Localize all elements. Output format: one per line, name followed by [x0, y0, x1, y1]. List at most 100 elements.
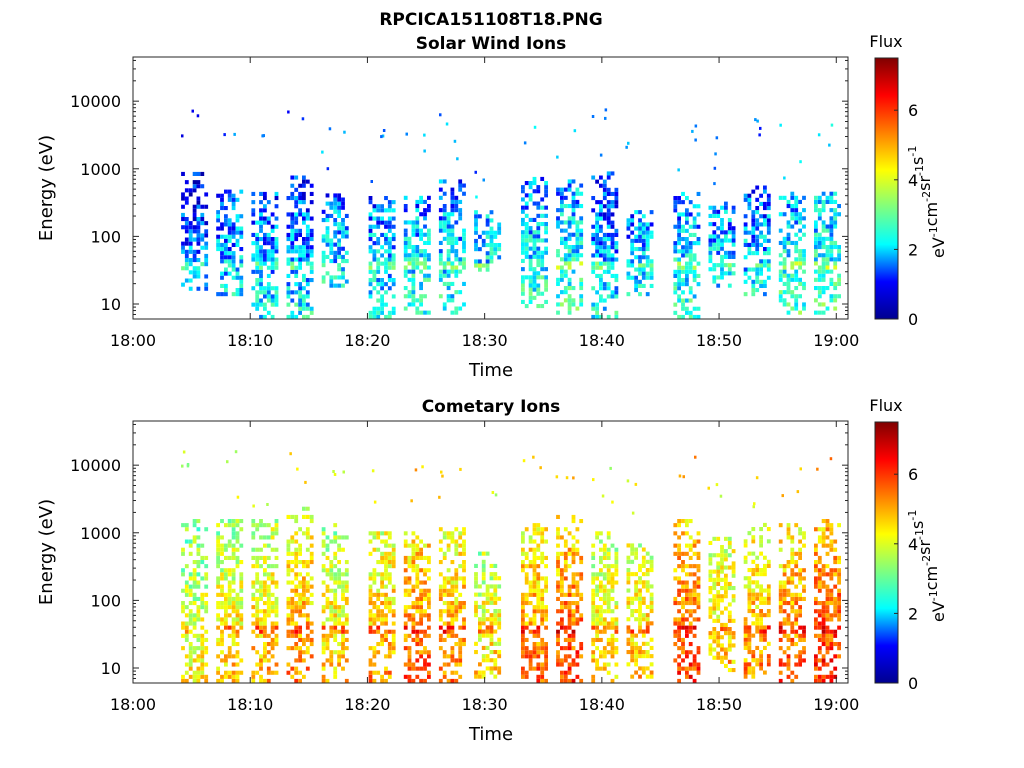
- spectrogram-cell: [286, 539, 291, 544]
- spectrogram-cell: [571, 584, 576, 589]
- spectrogram-cell: [610, 212, 615, 217]
- spectrogram-cell: [685, 282, 689, 287]
- spectrogram-cell: [638, 238, 642, 243]
- spectrogram-cell: [454, 568, 459, 573]
- spectrogram-cell: [333, 617, 338, 622]
- spectrogram-cell: [227, 234, 232, 239]
- spectrogram-cell: [309, 249, 314, 254]
- spectrogram-cell: [224, 214, 228, 219]
- spectrogram-cell: [305, 613, 310, 618]
- spectrogram-cell: [220, 543, 224, 548]
- spectrogram-cell: [610, 584, 615, 589]
- spectrogram-cell: [790, 568, 795, 573]
- spectrogram-cell: [251, 269, 256, 274]
- spectrogram-cell: [181, 171, 185, 176]
- spectrogram-cell: [814, 601, 818, 606]
- spectrogram-cell: [239, 255, 244, 260]
- spectrogram-cell: [263, 290, 267, 295]
- spectrogram-cell: [446, 531, 451, 536]
- spectrogram-cell: [290, 249, 295, 254]
- spectrogram-cell: [380, 584, 384, 589]
- spectrogram-cell: [454, 617, 459, 622]
- spectrogram-cell: [442, 551, 447, 556]
- spectrogram-cell: [727, 218, 732, 223]
- spectrogram-cell: [560, 290, 564, 295]
- spectrogram-cell: [755, 288, 760, 293]
- spectrogram-cell: [224, 189, 228, 194]
- spectrogram-cell: [614, 204, 619, 209]
- spectrogram-cell: [343, 130, 346, 134]
- spectrogram-cell: [685, 551, 689, 556]
- spectrogram-cell: [524, 564, 529, 569]
- spectrogram-cell: [595, 253, 599, 258]
- spectrogram-cell: [376, 261, 381, 266]
- spectrogram-cell: [196, 249, 201, 254]
- spectrogram-cell: [224, 576, 228, 581]
- spectrogram-cell: [403, 232, 408, 237]
- spectrogram-cell: [798, 662, 802, 667]
- spectrogram-cell: [825, 584, 830, 589]
- spectrogram-cell: [329, 242, 334, 247]
- spectrogram-cell: [294, 175, 299, 180]
- spectrogram-cell: [216, 580, 220, 585]
- spectrogram-cell: [532, 584, 537, 589]
- spectrogram-cell: [485, 251, 490, 256]
- spectrogram-cell: [708, 590, 713, 595]
- spectrogram-cell: [645, 654, 650, 659]
- spectrogram-cell: [536, 646, 541, 651]
- spectrogram-cell: [763, 522, 767, 527]
- spectrogram-cell: [337, 658, 341, 663]
- spectrogram-cell: [626, 596, 631, 601]
- spectrogram-cell: [294, 200, 299, 205]
- spectrogram-cell: [481, 563, 486, 568]
- spectrogram-cell: [759, 234, 763, 239]
- spectrogram-cell: [255, 527, 260, 532]
- spectrogram-cell: [606, 568, 611, 573]
- spectrogram-cell: [743, 222, 748, 227]
- spectrogram-cell: [298, 183, 302, 188]
- spectrogram-cell: [380, 539, 384, 544]
- spectrogram-cell: [391, 278, 396, 283]
- spectrogram-cell: [274, 613, 279, 618]
- spectrogram-cell: [825, 613, 830, 618]
- spectrogram-cell: [614, 662, 619, 667]
- spectrogram-cell: [571, 514, 576, 519]
- spectrogram-cell: [403, 269, 408, 274]
- spectrogram-cell: [227, 247, 232, 252]
- spectrogram-cell: [294, 220, 299, 225]
- colorbar-unit-label: eV-1cm-2sr-1s-1: [906, 146, 948, 258]
- spectrogram-cell: [747, 609, 752, 614]
- spectrogram-cell: [763, 251, 767, 256]
- spectrogram-cell: [220, 576, 224, 581]
- spectrogram-cell: [766, 588, 771, 593]
- spectrogram-cell: [438, 633, 443, 638]
- spectrogram-cell: [610, 232, 615, 237]
- spectrogram-cell: [333, 259, 338, 264]
- spectrogram-cell: [259, 666, 263, 671]
- spectrogram-cell: [192, 678, 197, 683]
- spectrogram-cell: [485, 243, 490, 248]
- spectrogram-cell: [384, 261, 388, 266]
- spectrogram-cell: [532, 201, 537, 206]
- spectrogram-cell: [528, 621, 533, 626]
- spectrogram-cell: [755, 218, 760, 223]
- spectrogram-cell: [565, 476, 569, 480]
- spectrogram-cell: [462, 605, 466, 610]
- spectrogram-cell: [591, 658, 596, 663]
- spectrogram-cell: [677, 551, 681, 556]
- spectrogram-cell: [321, 662, 326, 667]
- spectrogram-cell: [216, 678, 220, 683]
- spectrogram-cell: [634, 592, 638, 597]
- spectrogram-cell: [305, 617, 310, 622]
- spectrogram-cell: [821, 527, 826, 532]
- spectrogram-cell: [450, 584, 455, 589]
- spectrogram-cell: [270, 298, 275, 303]
- spectrogram-cell: [442, 637, 447, 642]
- spectrogram-cell: [419, 666, 423, 671]
- spectrogram-cell: [227, 568, 232, 573]
- spectrogram-cell: [794, 654, 799, 659]
- spectrogram-cell: [302, 237, 306, 242]
- spectrogram-cell: [614, 580, 619, 585]
- spectrogram-cell: [560, 588, 564, 593]
- spectrogram-cell: [419, 269, 423, 274]
